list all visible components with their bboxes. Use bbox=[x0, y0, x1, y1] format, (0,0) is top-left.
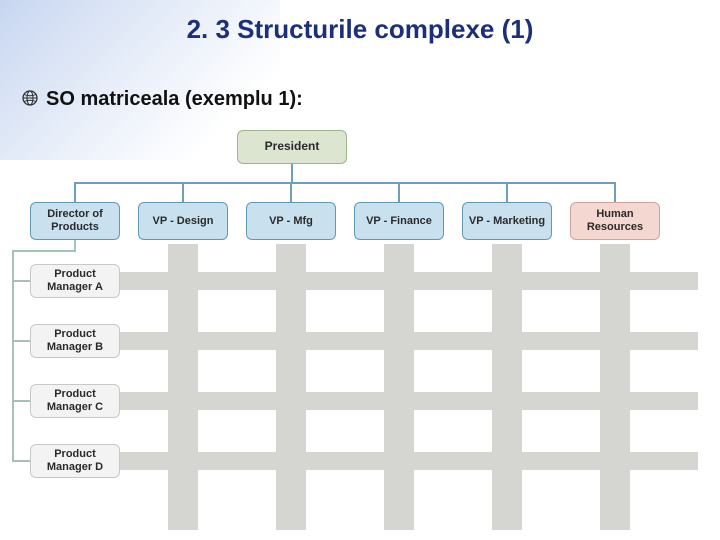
subtitle: SO matriceala (exemplu 1): bbox=[46, 88, 303, 111]
matrix-row-band bbox=[100, 392, 698, 410]
pm-connector bbox=[12, 280, 30, 282]
org-connector bbox=[182, 182, 184, 202]
node-vp-4: VP - Marketing bbox=[462, 202, 552, 240]
node-president: President bbox=[237, 130, 347, 164]
node-pm-3: Product Manager D bbox=[30, 444, 120, 478]
node-vp-1: VP - Design bbox=[138, 202, 228, 240]
org-connector bbox=[614, 182, 616, 202]
org-connector bbox=[398, 182, 400, 202]
org-connector bbox=[291, 164, 293, 182]
pm-connector bbox=[12, 340, 30, 342]
pm-connector bbox=[74, 240, 76, 250]
node-vp-5: Human Resources bbox=[570, 202, 660, 240]
org-chart: President Director of Products VP - Design… bbox=[0, 130, 720, 540]
matrix-row-band bbox=[100, 452, 698, 470]
pm-connector bbox=[12, 400, 30, 402]
matrix-row-band bbox=[100, 272, 698, 290]
node-vp-0: Director of Products bbox=[30, 202, 120, 240]
node-vp-2: VP - Mfg bbox=[246, 202, 336, 240]
matrix-row-band bbox=[100, 332, 698, 350]
org-connector bbox=[74, 182, 76, 202]
node-vp-3: VP - Finance bbox=[354, 202, 444, 240]
node-pm-1: Product Manager B bbox=[30, 324, 120, 358]
org-connector bbox=[290, 182, 292, 202]
globe-bullet-icon bbox=[22, 90, 38, 106]
org-connector bbox=[506, 182, 508, 202]
pm-connector bbox=[12, 460, 30, 462]
node-pm-0: Product Manager A bbox=[30, 264, 120, 298]
org-connector bbox=[74, 182, 616, 184]
slide-title: 2. 3 Structurile complexe (1) bbox=[0, 14, 720, 45]
node-pm-2: Product Manager C bbox=[30, 384, 120, 418]
pm-connector bbox=[12, 250, 76, 252]
